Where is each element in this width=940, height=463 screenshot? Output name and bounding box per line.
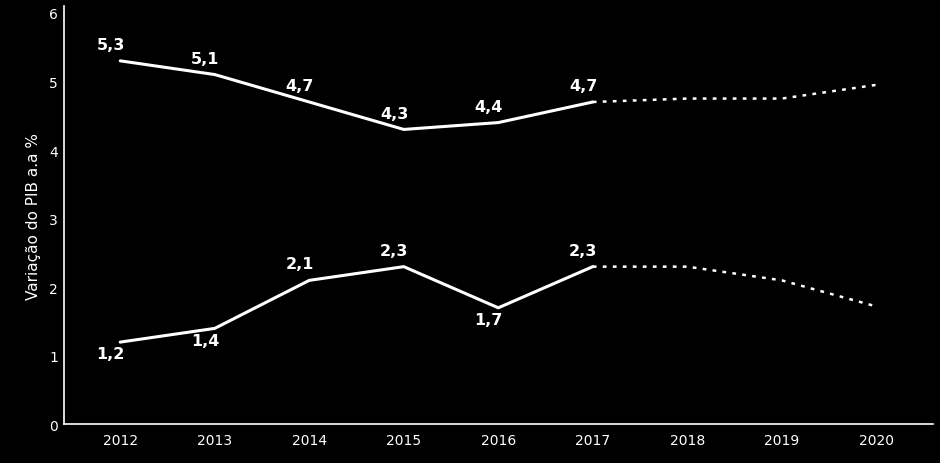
Text: 1,4: 1,4 [191,333,219,348]
Text: 4,4: 4,4 [475,100,503,114]
Y-axis label: Variação do PIB a.a %: Variação do PIB a.a % [25,132,40,299]
Text: 2,1: 2,1 [286,257,314,272]
Text: 4,7: 4,7 [286,79,314,94]
Text: 1,7: 1,7 [475,313,503,327]
Text: 4,7: 4,7 [569,79,598,94]
Text: 1,2: 1,2 [97,347,125,362]
Text: 2,3: 2,3 [380,243,409,258]
Text: 4,3: 4,3 [380,106,409,121]
Text: 5,1: 5,1 [191,51,219,67]
Text: 5,3: 5,3 [97,38,125,53]
Text: 2,3: 2,3 [569,243,598,258]
